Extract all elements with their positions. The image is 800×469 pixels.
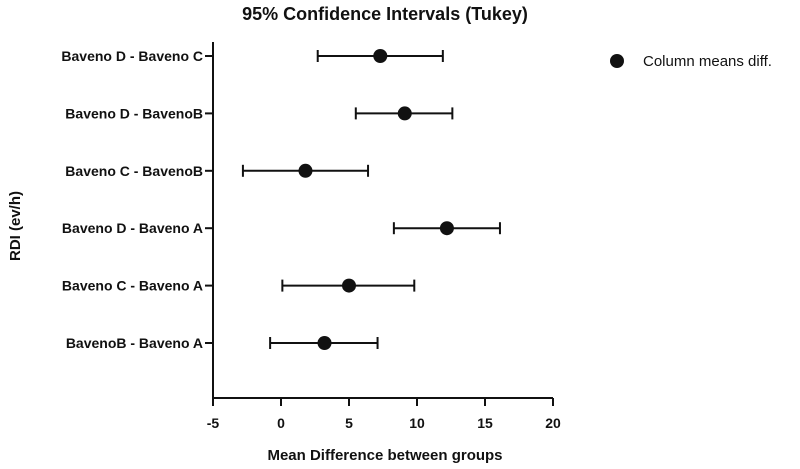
x-tick-label: 5 xyxy=(345,415,353,431)
category-label: BavenoB - Baveno A xyxy=(66,335,203,351)
category-label: Baveno D - Baveno C xyxy=(61,48,203,64)
x-tick-label: 20 xyxy=(545,415,561,431)
chart-title: 95% Confidence Intervals (Tukey) xyxy=(242,4,528,24)
x-tick-label: 0 xyxy=(277,415,285,431)
axes: -5 0 5 10 15 20 xyxy=(205,42,561,431)
legend: Column means diff. xyxy=(610,53,772,70)
mean-point xyxy=(373,49,388,63)
legend-label: Column means diff. xyxy=(643,53,772,70)
category-label: Baveno D - Baveno A xyxy=(62,220,203,236)
mean-point xyxy=(298,163,313,178)
mean-point xyxy=(439,221,454,236)
mean-point xyxy=(317,336,332,350)
category-labels: Baveno D - Baveno C Baveno D - BavenoB Bav… xyxy=(61,48,203,351)
category-label: Baveno D - BavenoB xyxy=(65,105,203,121)
data-marks xyxy=(241,49,501,350)
legend-marker xyxy=(610,54,624,68)
category-label: Baveno C - BavenoB xyxy=(65,163,203,179)
mean-point xyxy=(342,278,356,293)
x-axis-label: Mean Difference between groups xyxy=(267,447,502,464)
mean-point xyxy=(397,106,412,121)
x-tick-label: 10 xyxy=(409,415,425,431)
category-label: Baveno C - Baveno A xyxy=(62,278,203,294)
y-axis-label: RDI (ev/h) xyxy=(7,191,24,261)
x-tick-label: -5 xyxy=(207,415,220,431)
x-tick-label: 15 xyxy=(477,415,493,431)
